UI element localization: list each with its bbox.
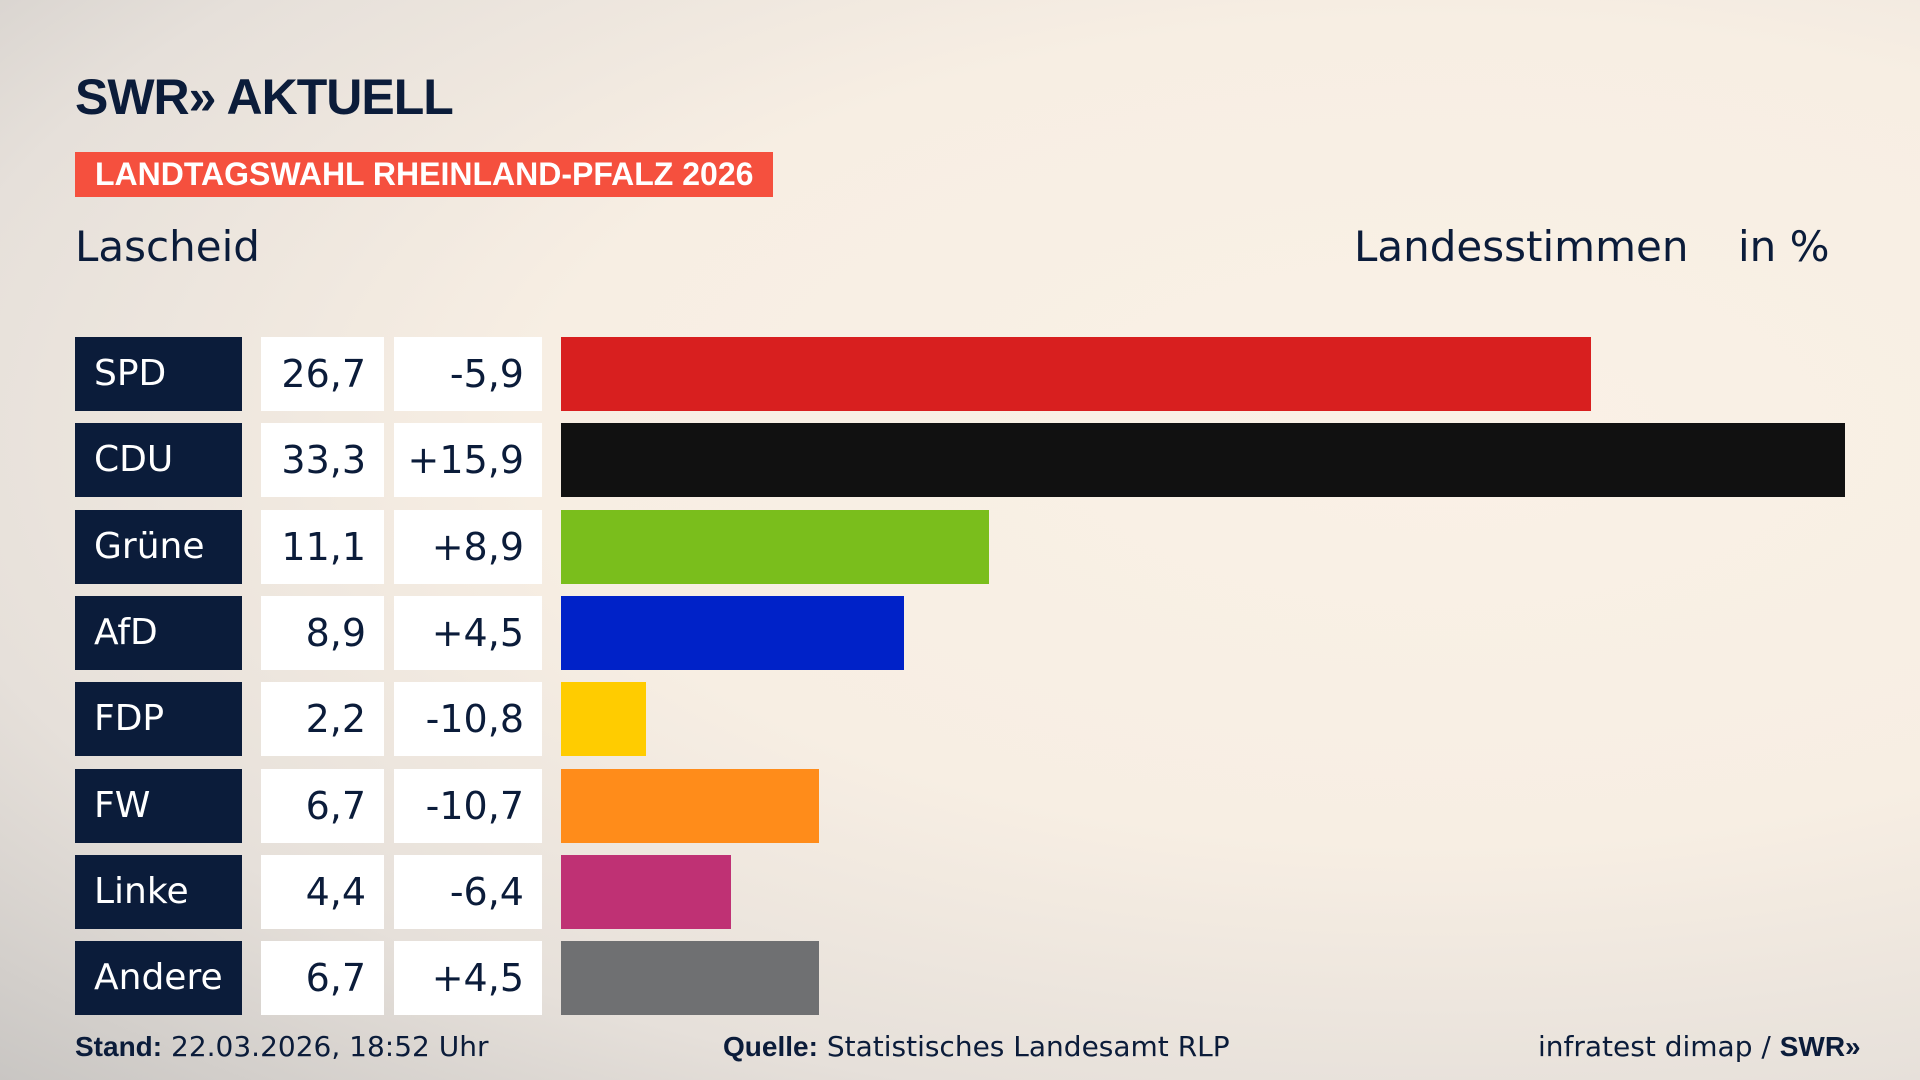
change-label: +4,5	[394, 941, 542, 1016]
party-label: FW	[75, 768, 242, 843]
change-label: -6,4	[394, 854, 542, 929]
credit: infratest dimap / SWR»	[1538, 1030, 1861, 1063]
party-label: Andere	[75, 941, 242, 1016]
bar-grüne	[561, 509, 989, 584]
party-label: Linke	[75, 854, 242, 929]
unit-header: in %	[1738, 222, 1830, 271]
measure-header: Landesstimmen	[1354, 222, 1689, 271]
value-label: 2,2	[261, 682, 384, 757]
swr-logo: SWR»	[1779, 1031, 1861, 1062]
party-label: SPD	[75, 337, 242, 411]
change-label: +8,9	[394, 509, 542, 584]
change-label: -10,7	[394, 768, 542, 843]
location-title: Lascheid	[75, 222, 260, 271]
change-label: +15,9	[394, 423, 542, 498]
value-label: 11,1	[261, 509, 384, 584]
timestamp: Stand: 22.03.2026, 18:52 Uhr	[75, 1030, 489, 1063]
value-label: 26,7	[261, 337, 384, 411]
bar-afd	[561, 595, 905, 670]
party-label: Grüne	[75, 509, 242, 584]
value-label: 6,7	[261, 768, 384, 843]
bar-fw	[561, 768, 820, 843]
swr-aktuell-logo: SWR» AKTUELL	[75, 69, 454, 125]
value-label: 8,9	[261, 595, 384, 670]
bar-andere	[561, 941, 820, 1016]
party-label: FDP	[75, 682, 242, 757]
value-label: 6,7	[261, 941, 384, 1016]
change-label: -5,9	[394, 337, 542, 411]
bar-spd	[561, 337, 1591, 411]
value-label: 4,4	[261, 854, 384, 929]
bar-linke	[561, 854, 731, 929]
change-label: +4,5	[394, 595, 542, 670]
value-label: 33,3	[261, 423, 384, 498]
election-banner: LANDTAGSWAHL RHEINLAND-PFALZ 2026	[75, 152, 774, 197]
party-label: CDU	[75, 423, 242, 498]
bar-cdu	[561, 423, 1845, 498]
bar-fdp	[561, 682, 646, 757]
party-label: AfD	[75, 595, 242, 670]
change-label: -10,8	[394, 682, 542, 757]
source: Quelle: Statistisches Landesamt RLP	[723, 1030, 1230, 1063]
